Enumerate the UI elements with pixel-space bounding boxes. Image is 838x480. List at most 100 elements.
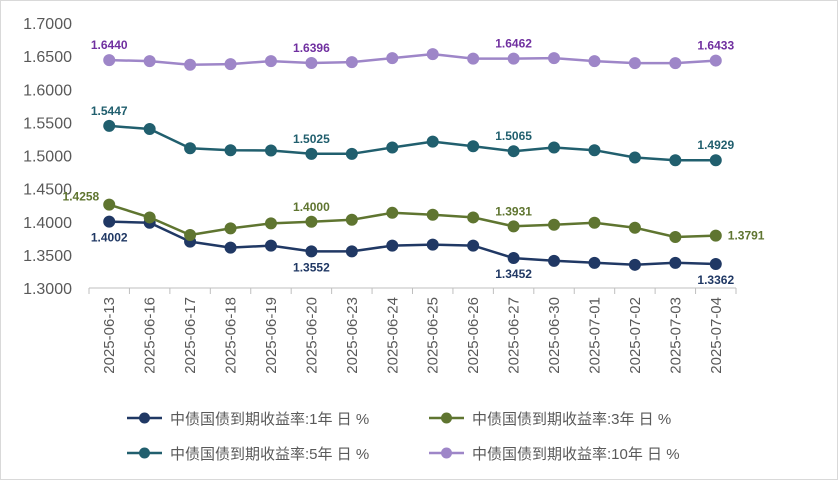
data-point-y3 [345,213,358,226]
data-point-y5 [669,154,682,167]
data-point-y3 [386,206,399,219]
y-tick-label: 1.5500 [23,115,72,132]
series-line-y3 [108,203,716,239]
x-tick-label: 2025-06-20 [303,297,320,374]
legend-marker-y1 [139,412,150,424]
data-point-y3 [143,211,156,224]
x-tick-label: 2025-06-16 [142,297,159,374]
data-point-y3 [224,222,237,235]
data-point-y10 [709,54,722,67]
x-tick-label: 2025-07-02 [627,297,644,374]
x-tick-label: 2025-06-27 [506,297,523,374]
data-label-y3: 1.4258 [63,190,100,204]
data-label-y3: 1.3931 [495,204,532,218]
data-point-y3 [709,229,722,242]
data-label-y1: 1.3362 [697,273,734,287]
data-point-y5 [467,140,480,153]
data-point-y1 [548,254,561,267]
data-point-y10 [548,52,561,65]
data-point-y1 [507,252,520,265]
data-point-y10 [103,54,116,67]
x-tick-label: 2025-06-18 [223,297,240,374]
x-tick-label: 2025-07-03 [667,297,684,374]
data-label-y1: 1.3452 [495,267,532,281]
data-point-y10 [386,52,399,65]
x-tick-label: 2025-07-04 [708,297,725,374]
data-point-y10 [184,58,197,71]
data-point-y5 [345,147,358,160]
data-point-y10 [345,56,358,69]
legend-label-y5: 中债国债到期收益率:5年 日 % [170,446,369,463]
data-point-y5 [143,123,156,135]
data-label-y1: 1.4002 [91,231,128,245]
data-point-y1 [628,258,641,271]
y-tick-label: 1.7000 [23,16,72,33]
data-point-y3 [305,215,318,228]
data-point-y5 [386,141,399,154]
data-label-y5: 1.5025 [293,132,330,146]
data-point-y5 [709,154,722,167]
data-point-y10 [507,52,520,65]
data-label-y3: 1.4000 [293,200,330,214]
series-line-y1 [109,220,716,267]
data-point-y3 [507,220,520,233]
data-point-y10 [264,55,277,68]
x-tick-label: 2025-06-26 [465,297,482,374]
data-label-y10: 1.6433 [697,39,734,53]
y-tick-label: 1.3500 [23,248,72,265]
data-point-y3 [103,198,116,211]
series-line-y5 [109,124,716,162]
data-point-y3 [628,221,641,234]
data-label-y3: 1.3791 [728,229,765,243]
data-label-y5: 1.5065 [495,129,532,143]
data-point-y1 [588,256,601,269]
data-point-y3 [264,217,277,230]
data-point-y5 [305,147,318,160]
legend-label-y10: 中债国债到期收益率:10年 日 % [472,446,680,463]
data-point-y1 [264,239,277,252]
data-point-y1 [669,256,682,269]
data-label-y5: 1.5447 [91,104,128,118]
data-point-y5 [426,135,439,148]
data-point-y3 [426,208,439,221]
data-point-y1 [103,215,116,228]
data-label-y10: 1.6462 [495,37,532,51]
data-label-y10: 1.6440 [91,38,128,52]
data-point-y5 [264,144,277,157]
legend-marker-y10 [441,447,452,459]
data-point-y3 [467,211,480,224]
data-point-y5 [588,144,601,157]
data-point-y5 [184,142,197,155]
data-label-y10: 1.6396 [293,41,330,55]
data-point-y10 [669,57,682,70]
x-tick-label: 2025-06-13 [101,297,118,374]
data-point-y1 [467,239,480,252]
legend-label-y3: 中债国债到期收益率:3年 日 % [472,411,671,428]
data-point-y5 [548,141,561,154]
y-tick-label: 1.3000 [23,281,72,298]
x-tick-label: 2025-06-23 [344,297,361,374]
data-label-y1: 1.3552 [293,260,330,274]
data-point-y1 [386,239,399,252]
data-point-y3 [669,230,682,243]
data-point-y1 [305,245,318,258]
y-tick-label: 1.6000 [23,82,72,99]
data-point-y5 [103,119,116,132]
x-tick-label: 2025-06-30 [546,297,563,374]
data-point-y10 [143,55,156,68]
y-tick-label: 1.5000 [23,149,72,166]
data-point-y10 [426,48,439,61]
data-point-y10 [224,58,237,71]
series-line-y10 [109,52,716,66]
data-point-y10 [588,55,601,68]
data-point-y5 [628,151,641,164]
x-tick-label: 2025-06-25 [425,297,442,374]
data-point-y3 [588,216,601,229]
data-point-y1 [426,238,439,251]
data-point-y5 [224,144,237,157]
x-tick-label: 2025-06-24 [384,297,401,374]
x-tick-label: 2025-06-17 [182,297,199,374]
legend-marker-y5 [139,447,150,459]
